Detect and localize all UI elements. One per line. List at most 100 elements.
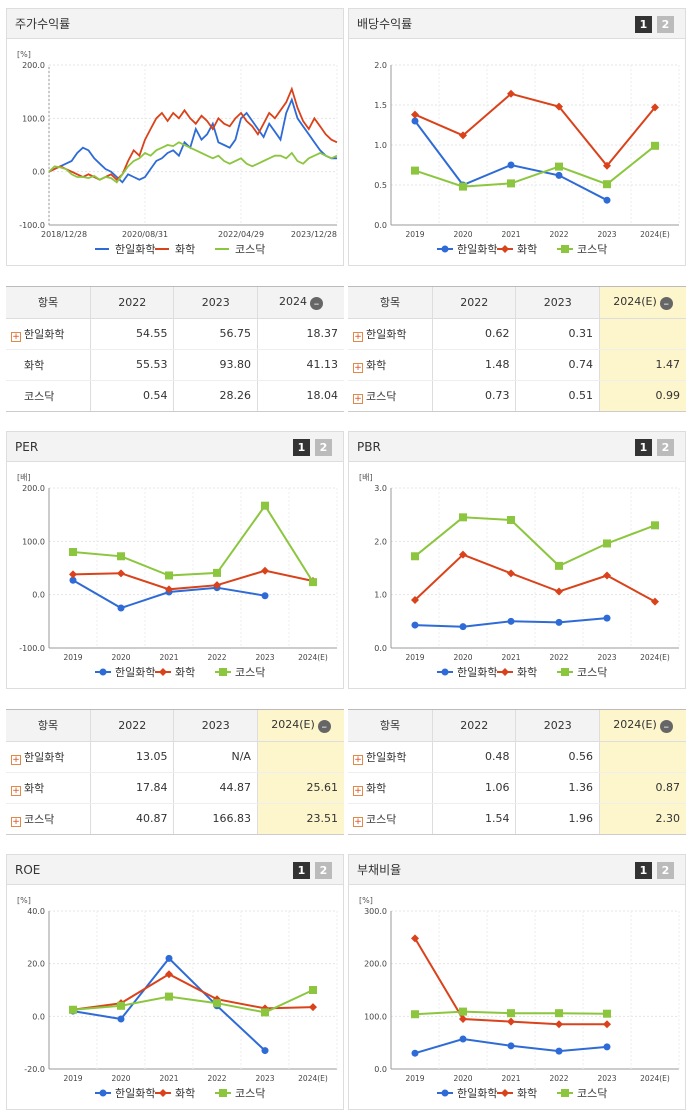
data-point	[603, 1009, 611, 1018]
series-line-1	[414, 92, 656, 168]
table-row: + 한일화학 13.05 N/A	[6, 741, 344, 773]
table-cell: 1.47	[598, 349, 686, 381]
row-label: + 코스닥	[11, 812, 55, 827]
legend-marker	[561, 668, 569, 676]
pbr-panel: PBR 1 2 [배] 3.0 2.0 1.0 0.0 2019 2020 2021 2022 2…	[348, 431, 686, 689]
expand-row-button[interactable]: +	[11, 754, 21, 765]
series-line-1	[414, 553, 656, 603]
data-point	[165, 970, 173, 979]
x-tick-label: 2023	[597, 1074, 616, 1083]
data-point	[411, 934, 419, 943]
data-point	[651, 597, 659, 606]
expand-row-button[interactable]: +	[11, 785, 21, 796]
x-tick-label: 2022	[549, 1074, 568, 1083]
expand-row-button[interactable]: +	[353, 785, 363, 796]
column-header-year: 2024–	[256, 287, 344, 319]
data-point	[459, 513, 467, 522]
x-tick-label: 2019	[405, 1074, 424, 1083]
y-tick-label: 0.0	[374, 221, 387, 230]
data-point	[603, 180, 611, 189]
x-tick-label: 2019	[63, 1074, 82, 1083]
x-tick-label: 2021	[159, 653, 178, 662]
page-1-button[interactable]: 1	[293, 439, 310, 456]
panel-title: 부채비율	[357, 863, 402, 877]
y-tick-label: 40.0	[27, 907, 45, 916]
page-2-button[interactable]: 2	[657, 862, 674, 879]
data-point	[69, 570, 77, 579]
table-row: + 한일화학 0.48 0.56	[348, 741, 686, 773]
table-cell: 17.84	[89, 772, 174, 804]
per-chart: [배] 200.0 100.0 0.0 -100.0 2019 2020 2021 2022 20…	[17, 473, 338, 679]
collapse-column-button[interactable]: –	[317, 719, 331, 733]
legend-label: 한일화학	[457, 665, 497, 679]
collapse-column-button[interactable]: –	[659, 719, 673, 733]
legend-marker	[561, 1089, 569, 1097]
data-point	[507, 617, 515, 625]
collapse-column-button[interactable]: –	[659, 296, 673, 310]
y-tick-label: 100.0	[22, 537, 45, 546]
data-point	[69, 548, 77, 556]
legend-label: 화학	[517, 1087, 537, 1100]
x-tick-label: 2024(E)	[640, 653, 670, 662]
expand-row-button[interactable]: +	[353, 754, 363, 765]
page-1-button[interactable]: 1	[635, 16, 652, 33]
roe-panel: ROE 1 2 [%] 40.0 20.0 0.0 -20.0 2019 2020 2021 2…	[6, 854, 344, 1110]
data-point	[603, 1020, 611, 1029]
x-tick-label: 2023/12/28	[291, 230, 337, 239]
table-row: + 한일화학 54.55 56.75 18.37	[6, 318, 344, 350]
x-tick-label: 2022	[207, 653, 226, 662]
row-label: 화학	[6, 349, 91, 381]
pbr-chart: [배]3.0 2.0 1.0 0.0 2019 2020 2021 2022 2023 2024(…	[359, 473, 680, 679]
x-tick-label: 2020	[453, 653, 472, 662]
page-2-button[interactable]: 2	[657, 439, 674, 456]
data-point	[507, 1009, 515, 1018]
y-tick-label: 200.0	[22, 484, 45, 493]
legend-label: 한일화학	[115, 242, 155, 256]
expand-row-button[interactable]: +	[11, 331, 21, 342]
data-point	[603, 614, 611, 622]
data-point	[261, 1008, 269, 1017]
y-tick-label: 1.0	[374, 591, 387, 600]
page-2-button[interactable]: 2	[315, 862, 332, 879]
legend-label: 화학	[517, 243, 537, 256]
column-header-year: 2022	[431, 287, 516, 319]
y-tick-label: -20.0	[24, 1065, 45, 1074]
column-header-year: 2022	[89, 287, 174, 319]
data-point	[507, 161, 515, 169]
data-point	[69, 1005, 77, 1014]
page-1-button[interactable]: 1	[635, 862, 652, 879]
row-label: + 코스닥	[353, 812, 397, 827]
expand-row-button[interactable]: +	[353, 362, 363, 373]
x-tick-label: 2019	[405, 230, 424, 239]
y-tick-label: 1.5	[374, 101, 387, 110]
table-cell: 0.48	[431, 741, 516, 773]
x-tick-label: 2022/04/29	[218, 230, 264, 239]
table-cell: 93.80	[173, 349, 258, 381]
data-point	[117, 1001, 125, 1010]
table-row: + 코스닥 40.87 166.83 23.51	[6, 803, 344, 834]
y-tick-label: 0.0	[32, 168, 45, 177]
y-tick-label: 2.0	[374, 537, 387, 546]
data-point	[555, 1047, 563, 1055]
page-2-button[interactable]: 2	[657, 16, 674, 33]
page-1-button[interactable]: 1	[635, 439, 652, 456]
legend-marker	[441, 668, 449, 676]
debt-ratio-panel: 부채비율 1 2 [%] 300.0 200.0 100.0 0.0 2019 2020 20…	[348, 854, 686, 1110]
data-point	[555, 1009, 563, 1018]
x-tick-label: 2023	[255, 1074, 274, 1083]
data-point	[555, 171, 563, 179]
page-1-button[interactable]: 1	[293, 862, 310, 879]
table-row: + 화학 17.84 44.87 25.61	[6, 772, 344, 804]
collapse-column-button[interactable]: –	[309, 296, 323, 310]
row-label: + 화학	[348, 349, 433, 381]
expand-row-button[interactable]: +	[353, 816, 363, 827]
series-line-1	[48, 86, 338, 181]
expand-row-button[interactable]: +	[11, 816, 21, 827]
legend-label: 코스닥	[235, 1087, 265, 1100]
page-2-button[interactable]: 2	[315, 439, 332, 456]
expand-row-button[interactable]: +	[353, 331, 363, 342]
data-point	[117, 604, 125, 612]
legend-marker	[501, 245, 509, 253]
table-cell: 18.04	[256, 380, 344, 411]
expand-row-button[interactable]: +	[353, 393, 363, 404]
